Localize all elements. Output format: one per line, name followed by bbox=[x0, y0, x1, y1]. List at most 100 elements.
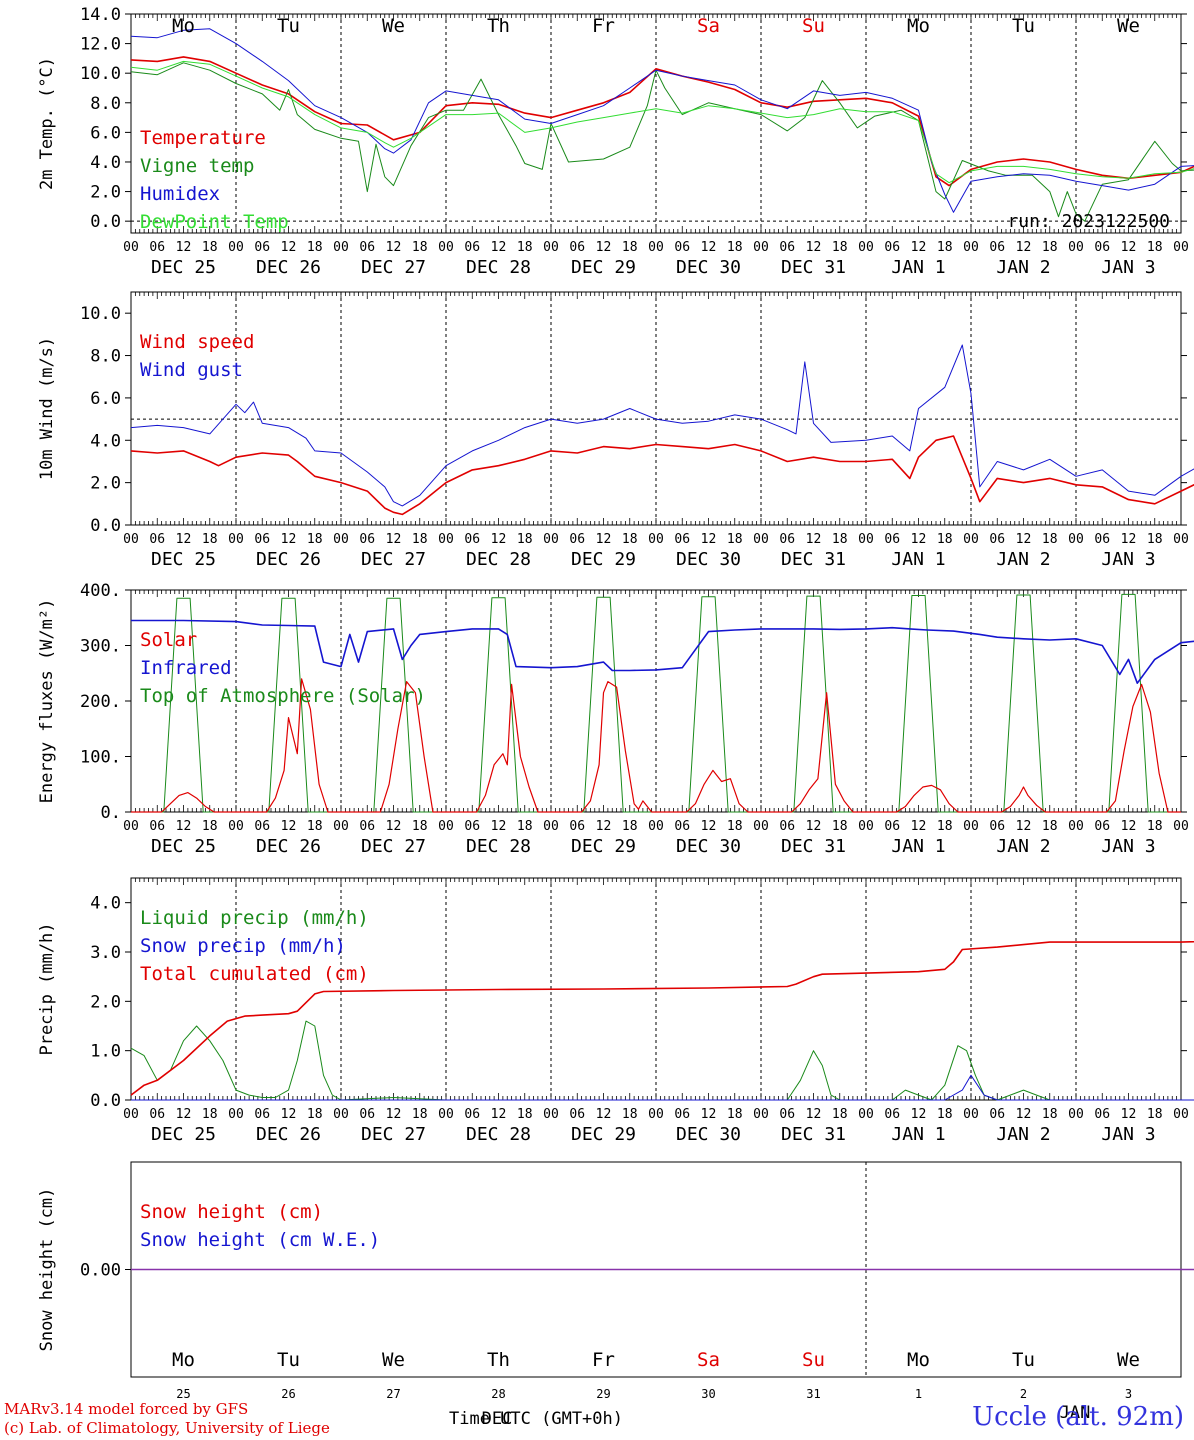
hour-tick-label: 06 bbox=[674, 819, 690, 834]
hour-tick-label: 18 bbox=[937, 532, 953, 547]
date-label: DEC 25 bbox=[151, 1124, 216, 1145]
hour-tick-label: 00 bbox=[1173, 240, 1189, 255]
series-infrared bbox=[131, 619, 1194, 685]
weekday-label: We bbox=[382, 15, 405, 37]
day-number-label: 27 bbox=[386, 1387, 400, 1401]
hour-tick-label: 12 bbox=[491, 532, 507, 547]
day-number-label: 2 bbox=[1020, 1387, 1027, 1401]
hour-tick-label: 06 bbox=[779, 532, 795, 547]
hour-tick-label: 12 bbox=[281, 532, 297, 547]
y-axis-label: Energy fluxes (W/m²) bbox=[37, 599, 57, 804]
legend-entry: Snow height (cm W.E.) bbox=[140, 1229, 380, 1251]
weekday-label: Th bbox=[487, 15, 510, 37]
hour-tick-label: 00 bbox=[753, 532, 769, 547]
hour-tick-label: 00 bbox=[648, 240, 664, 255]
y-tick-label: 2.0 bbox=[90, 992, 121, 1012]
hour-tick-label: 12 bbox=[176, 1107, 192, 1122]
date-label: JAN 3 bbox=[1101, 836, 1155, 857]
hour-tick-label: 12 bbox=[911, 532, 927, 547]
y-tick-label: 4.0 bbox=[90, 894, 121, 914]
hour-tick-label: 06 bbox=[989, 1107, 1005, 1122]
y-tick-label: 0.0 bbox=[90, 1091, 121, 1111]
hour-tick-label: 00 bbox=[1068, 240, 1084, 255]
series-liquid-precip-mm-h bbox=[130, 1020, 1194, 1101]
hour-tick-label: 06 bbox=[1094, 819, 1110, 834]
weekday-label: Mo bbox=[907, 15, 930, 37]
hour-tick-label: 06 bbox=[1094, 240, 1110, 255]
hour-tick-label: 06 bbox=[149, 240, 165, 255]
hour-tick-label: 18 bbox=[412, 819, 428, 834]
credit-line-1: MARv3.14 model forced by GFS bbox=[4, 1400, 249, 1418]
hour-tick-label: 12 bbox=[911, 240, 927, 255]
date-label: DEC 29 bbox=[571, 836, 636, 857]
hour-tick-label: 00 bbox=[123, 1107, 139, 1122]
hour-tick-label: 18 bbox=[727, 240, 743, 255]
series-wind-gust bbox=[130, 344, 1194, 507]
panel-5 bbox=[125, 1161, 1194, 1378]
hour-tick-label: 06 bbox=[149, 1107, 165, 1122]
hour-tick-label: 12 bbox=[386, 240, 402, 255]
date-label: DEC 31 bbox=[781, 549, 846, 570]
hour-tick-label: 12 bbox=[176, 532, 192, 547]
hour-tick-label: 06 bbox=[674, 1107, 690, 1122]
panel-2 bbox=[125, 291, 1194, 526]
hour-tick-label: 00 bbox=[963, 532, 979, 547]
weekday-label: Tu bbox=[1012, 15, 1035, 37]
hour-tick-label: 18 bbox=[832, 240, 848, 255]
hour-tick-label: 12 bbox=[701, 532, 717, 547]
hour-tick-label: 00 bbox=[648, 1107, 664, 1122]
legend-entry: Wind gust bbox=[140, 359, 243, 381]
legend-entry: Temperature bbox=[140, 127, 266, 149]
date-label: DEC 31 bbox=[781, 836, 846, 857]
hour-tick-label: 06 bbox=[884, 819, 900, 834]
hour-tick-label: 12 bbox=[176, 819, 192, 834]
hour-tick-label: 00 bbox=[438, 1107, 454, 1122]
hour-tick-label: 12 bbox=[596, 1107, 612, 1122]
hour-tick-label: 12 bbox=[281, 819, 297, 834]
y-tick-label: 14.0 bbox=[80, 5, 121, 25]
hour-tick-label: 00 bbox=[963, 819, 979, 834]
hour-tick-label: 18 bbox=[412, 1107, 428, 1122]
hour-tick-label: 00 bbox=[1173, 1107, 1189, 1122]
weekday-label-bottom: Fr bbox=[592, 1349, 615, 1371]
weekday-label-bottom: We bbox=[382, 1349, 405, 1371]
date-label: DEC 28 bbox=[466, 257, 531, 278]
hour-tick-label: 00 bbox=[543, 1107, 559, 1122]
legend-entry: Liquid precip (mm/h) bbox=[140, 907, 369, 929]
hour-tick-label: 06 bbox=[464, 532, 480, 547]
day-number-label: 1 bbox=[915, 1387, 922, 1401]
hour-tick-label: 18 bbox=[307, 819, 323, 834]
hour-tick-label: 12 bbox=[806, 1107, 822, 1122]
date-label: JAN 1 bbox=[891, 549, 945, 570]
hour-tick-label: 12 bbox=[386, 1107, 402, 1122]
hour-tick-label: 00 bbox=[123, 819, 139, 834]
hour-tick-label: 00 bbox=[753, 240, 769, 255]
hour-tick-label: 18 bbox=[202, 240, 218, 255]
hour-tick-label: 18 bbox=[412, 532, 428, 547]
hour-tick-label: 18 bbox=[307, 240, 323, 255]
hour-tick-label: 12 bbox=[491, 240, 507, 255]
hour-tick-label: 12 bbox=[701, 240, 717, 255]
hour-tick-label: 06 bbox=[989, 819, 1005, 834]
day-number-label: 28 bbox=[491, 1387, 505, 1401]
date-label: DEC 27 bbox=[361, 257, 426, 278]
hour-tick-label: 18 bbox=[622, 1107, 638, 1122]
legend-entry: Humidex bbox=[140, 183, 220, 205]
hour-tick-label: 06 bbox=[674, 240, 690, 255]
hour-tick-label: 12 bbox=[911, 1107, 927, 1122]
hour-tick-label: 00 bbox=[963, 1107, 979, 1122]
hour-tick-label: 00 bbox=[1173, 532, 1189, 547]
hour-tick-label: 18 bbox=[937, 240, 953, 255]
y-tick-label: 10.0 bbox=[80, 304, 121, 324]
hour-tick-label: 00 bbox=[228, 532, 244, 547]
day-number-label: 26 bbox=[281, 1387, 295, 1401]
hour-tick-label: 12 bbox=[1121, 819, 1137, 834]
date-label: DEC 26 bbox=[256, 257, 321, 278]
legend-entry: Total cumulated (cm) bbox=[140, 963, 369, 985]
hour-tick-label: 18 bbox=[202, 532, 218, 547]
panel-4 bbox=[125, 877, 1194, 1101]
y-tick-label: 2.0 bbox=[90, 183, 121, 203]
hour-tick-label: 06 bbox=[674, 532, 690, 547]
date-label: DEC 25 bbox=[151, 836, 216, 857]
credit-line-2: (c) Lab. of Climatology, University of L… bbox=[4, 1419, 330, 1437]
